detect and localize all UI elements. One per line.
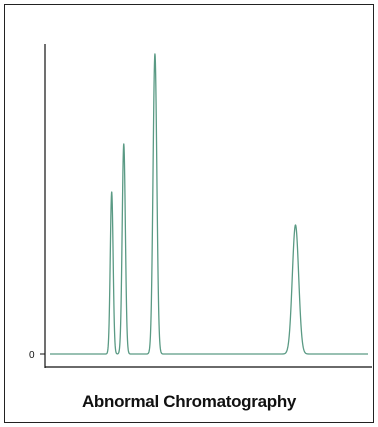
chromatogram-trace: [49, 53, 369, 355]
peak-marks: [111, 53, 297, 226]
y-tick-label-0: 0: [29, 350, 35, 361]
chart-axes: 0: [29, 44, 372, 368]
peak-4: [294, 224, 297, 226]
chart-frame: [4, 4, 374, 423]
peak-1: [111, 191, 113, 193]
peak-2: [123, 143, 125, 145]
chart-title: Abnormal Chromatography: [81, 392, 297, 411]
peak-3: [154, 53, 156, 55]
